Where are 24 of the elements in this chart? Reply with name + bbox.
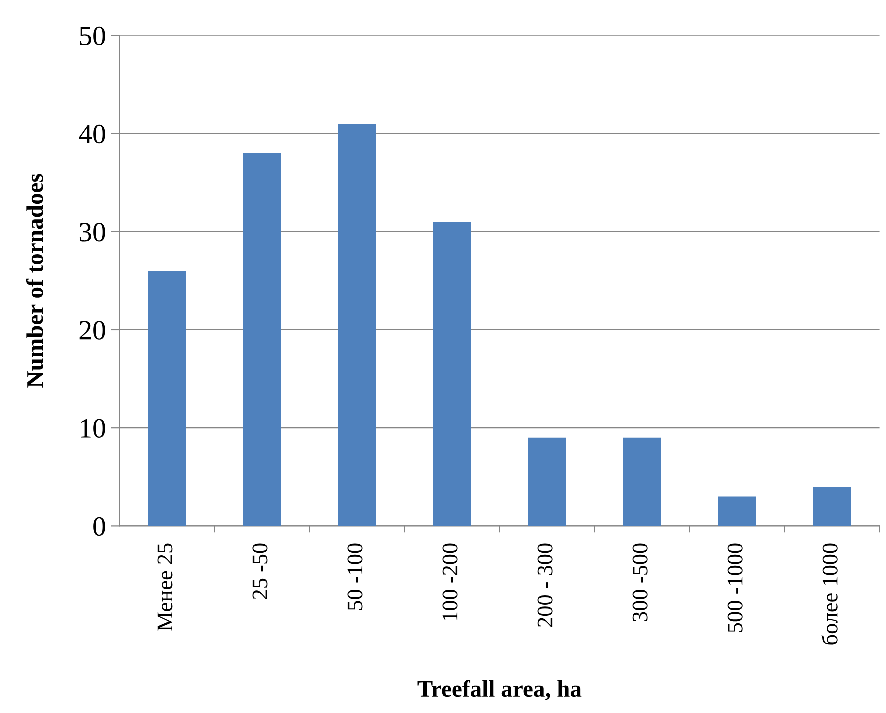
y-tick-label: 30 [80, 223, 106, 242]
bar [813, 486, 852, 526]
bar [718, 496, 756, 526]
bar [528, 438, 566, 526]
x-tick-label: 100 -200 [442, 544, 458, 621]
y-tick-label: 50 [80, 26, 106, 46]
y-tick-label: 10 [81, 419, 106, 438]
x-tick-label: 200 - 300 [538, 544, 553, 628]
bar [338, 124, 376, 526]
x-axis-title: Treefall area, ha [418, 680, 582, 701]
x-tick-label: 500 -1000 [728, 544, 743, 632]
x-tick-label: 50 -100 [348, 544, 363, 610]
x-tick-label: 25 -50 [252, 544, 268, 600]
bar [623, 438, 662, 526]
x-tick-label: более 1000 [822, 544, 838, 645]
bar [148, 271, 186, 526]
x-tick-label: Менее 25 [158, 544, 173, 631]
bar [243, 153, 282, 526]
y-tick-label: 0 [94, 517, 106, 536]
y-tick-label: 40 [79, 124, 106, 144]
bar [433, 222, 472, 526]
x-tick-label: 300 -500 [632, 544, 648, 622]
y-axis-title: Number of tornadoes [26, 174, 44, 388]
y-tick-label: 20 [80, 321, 106, 340]
